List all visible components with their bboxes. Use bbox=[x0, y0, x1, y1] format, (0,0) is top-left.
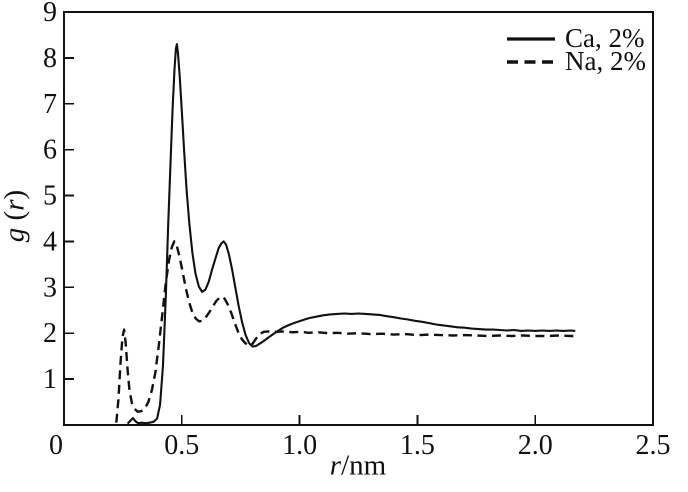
dashed-line-swatch-icon bbox=[507, 59, 556, 64]
y-tick-label: 6 bbox=[43, 135, 57, 166]
y-tick-label: 9 bbox=[43, 0, 57, 28]
x-axis-label: r/nm bbox=[329, 449, 387, 482]
y-axis-label: g (r) bbox=[0, 189, 31, 243]
legend-item-label: Ca, 2% bbox=[565, 23, 645, 53]
y-tick-label: 4 bbox=[43, 226, 57, 257]
series-line-na-2 bbox=[115, 240, 576, 423]
y-tick-label: 1 bbox=[43, 364, 57, 395]
y-tick-label: 8 bbox=[43, 43, 57, 74]
legend: Ca, 2% Na, 2% bbox=[506, 23, 646, 76]
legend-item-label: Na, 2% bbox=[565, 46, 646, 76]
plot-border bbox=[63, 11, 654, 426]
x-tick-label: 0.5 bbox=[164, 430, 199, 461]
y-tick-label: 2 bbox=[43, 318, 57, 349]
x-tick-label: 1.5 bbox=[400, 430, 435, 461]
y-tick-label: 7 bbox=[43, 89, 57, 120]
legend-item-na: Na, 2% bbox=[506, 46, 646, 76]
series-line-ca-2 bbox=[126, 43, 576, 425]
legend-item-ca: Ca, 2% bbox=[506, 23, 646, 53]
x-tick-label: 2.0 bbox=[518, 430, 553, 461]
x-axis-label-variable: r bbox=[329, 449, 342, 482]
y-axis-label-paren-open: ( bbox=[0, 210, 31, 228]
solid-line-swatch-icon bbox=[507, 36, 556, 41]
y-tick-label: 3 bbox=[43, 272, 57, 303]
y-tick-label: 5 bbox=[43, 181, 57, 212]
y-axis-label-variable: r bbox=[0, 199, 31, 211]
y-axis-label-function: g bbox=[0, 227, 31, 243]
y-axis-label-paren-close: ) bbox=[0, 189, 31, 200]
x-axis-label-unit: /nm bbox=[341, 449, 387, 482]
x-tick-label: 2.5 bbox=[636, 430, 671, 461]
x-tick-label: 1.0 bbox=[282, 430, 317, 461]
x-tick-label: 0 bbox=[49, 430, 63, 461]
